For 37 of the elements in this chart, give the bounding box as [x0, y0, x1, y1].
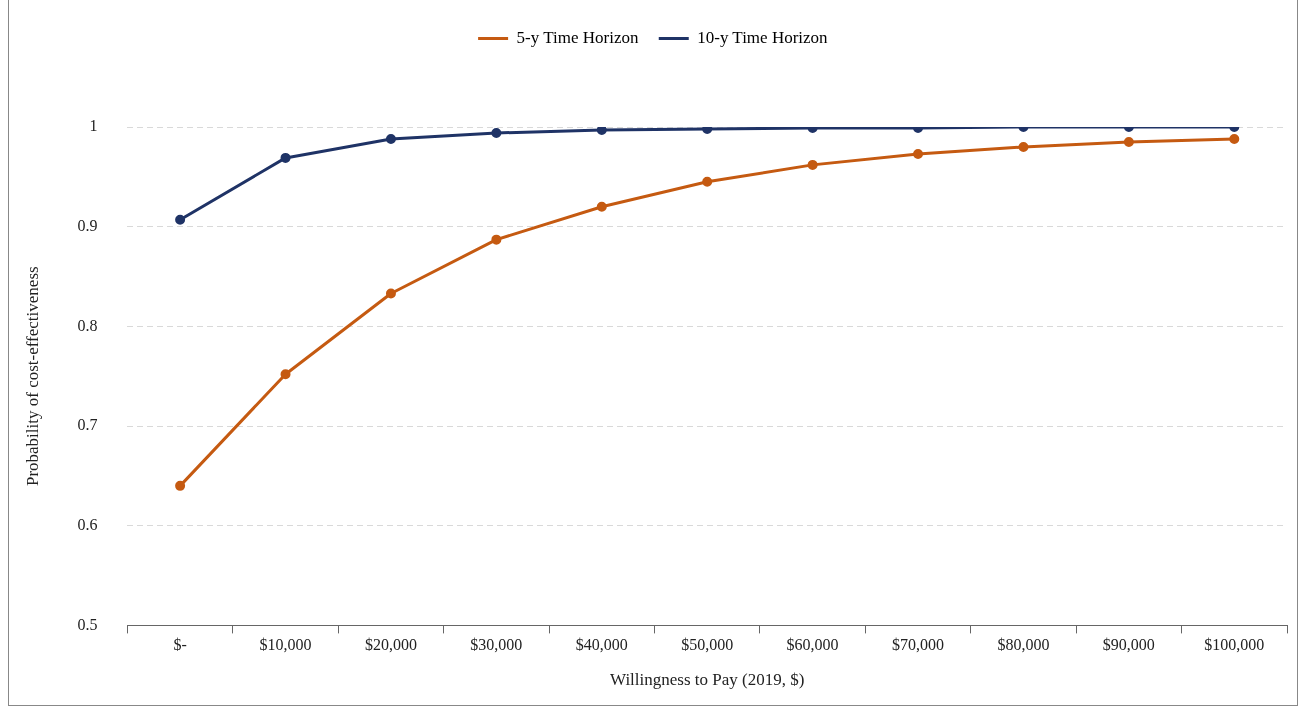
point — [280, 152, 291, 163]
x-tick-label: $10,000 — [259, 636, 312, 654]
y-tick-label: 0.6 — [77, 515, 98, 533]
point — [385, 288, 396, 299]
x-tick-label: $90,000 — [1102, 636, 1155, 654]
point — [491, 127, 502, 138]
point — [596, 127, 607, 135]
x-tick-label: $60,000 — [786, 636, 839, 654]
y-tick-label: 0.9 — [77, 216, 98, 234]
point — [1229, 133, 1240, 144]
x-tick-label: $20,000 — [364, 636, 417, 654]
point — [1018, 141, 1029, 152]
x-tick-label: $80,000 — [997, 636, 1050, 654]
y-tick-label: 0.8 — [77, 316, 98, 334]
x-tick-label: $30,000 — [470, 636, 523, 654]
point — [702, 176, 713, 187]
point — [913, 148, 924, 159]
y-axis-title: Probability of cost-effectiveness — [22, 266, 42, 487]
point — [1123, 136, 1134, 147]
point — [807, 159, 818, 170]
x-tick-label: $40,000 — [575, 636, 628, 654]
legend-label: 10-y Time Horizon — [697, 27, 829, 47]
x-axis-title: Willingness to Pay (2019, $) — [610, 670, 805, 690]
x-tick-label: $50,000 — [681, 636, 734, 654]
y-tick-label: 1 — [89, 117, 98, 135]
point — [596, 201, 607, 212]
y-tick-label: 0.5 — [77, 615, 98, 633]
point — [280, 369, 291, 380]
x-tick-label: $100,000 — [1204, 636, 1265, 654]
point — [175, 214, 186, 225]
y-tick-label: 0.7 — [77, 416, 98, 434]
legend-label: 5-y Time Horizon — [516, 27, 639, 47]
point — [385, 133, 396, 144]
x-tick-label: $70,000 — [892, 636, 945, 654]
point — [491, 234, 502, 245]
point — [175, 480, 186, 491]
x-tick-label: $- — [173, 636, 187, 654]
